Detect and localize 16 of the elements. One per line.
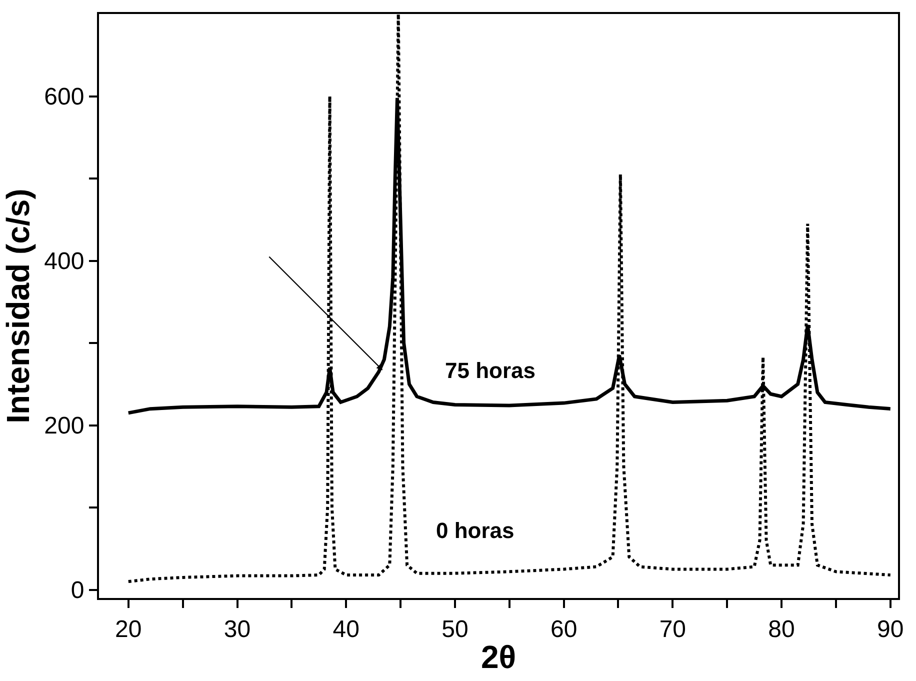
- x-tick-label: 50: [442, 616, 468, 643]
- x-tick-label: 70: [659, 616, 686, 643]
- y-axis-title: Intensidad (c/s): [0, 188, 36, 424]
- y-tick-label: 400: [44, 248, 84, 276]
- x-tick-label: 30: [224, 616, 251, 643]
- x-axis-title: 2θ: [480, 639, 516, 676]
- y-tick-label: 600: [44, 84, 84, 111]
- series-label: 75 horas: [445, 358, 536, 383]
- x-tick-label: 20: [115, 616, 142, 643]
- y-tick-label: 0: [70, 577, 84, 604]
- series-label: 0 horas: [436, 518, 514, 543]
- x-tick-label: 60: [550, 616, 578, 643]
- x-tick-label: 80: [768, 616, 795, 643]
- x-tick-label: 40: [332, 616, 360, 643]
- x-tick-label: 90: [877, 616, 904, 643]
- y-tick-label: 200: [44, 412, 84, 440]
